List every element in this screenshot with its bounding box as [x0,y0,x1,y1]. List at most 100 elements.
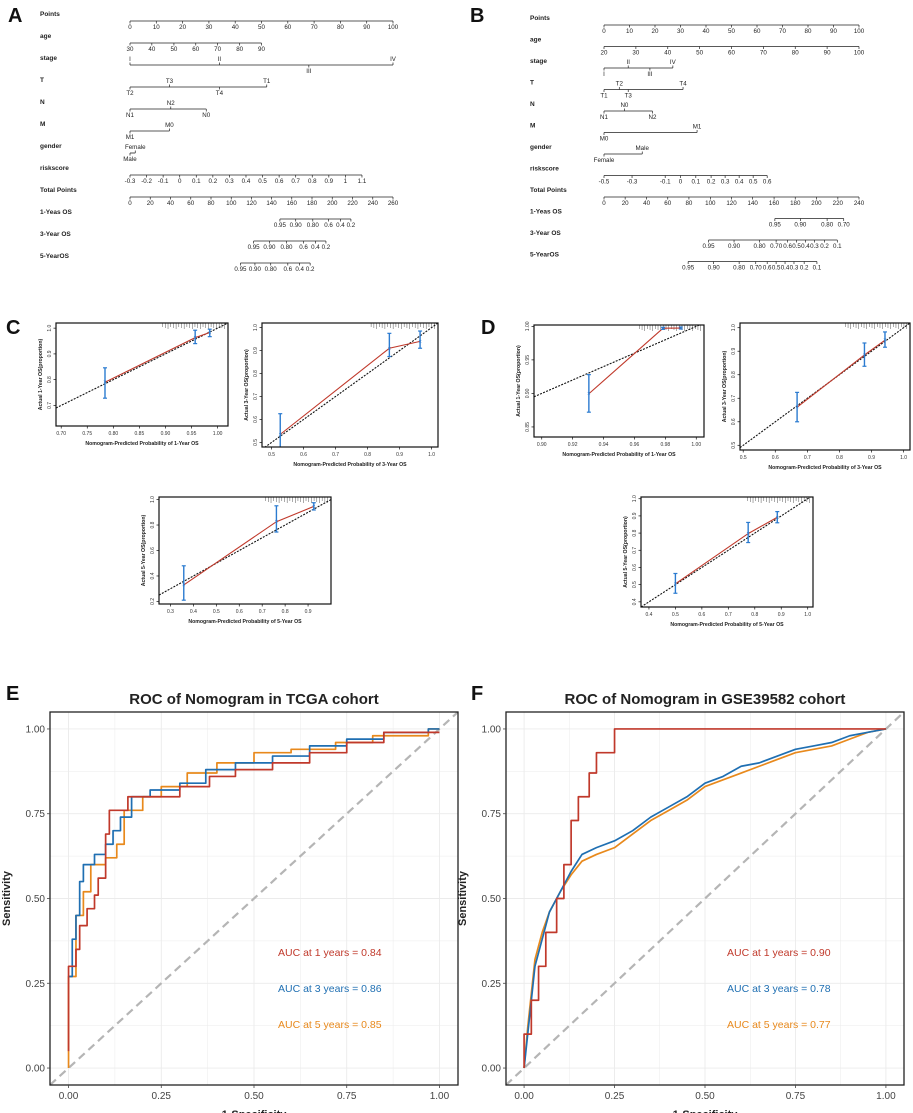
y-tick-label: 0.8 [150,521,156,528]
nomogram-row-label-m: M [530,123,535,130]
data-point-marker: × [275,520,279,526]
plot-frame [55,322,229,427]
nomogram-tick-label: T2 [616,81,624,88]
data-point-marker: × [795,405,799,411]
nomogram-row-label-stage: stage [40,55,57,62]
nomogram-tick-label: -0.5 [599,179,610,186]
calibration-plot-d1: × × × 0.90 0.92 0.94 0.96 0.98 1.00 0.85 0.90 0.95 1… [516,321,705,458]
nomogram-tick-label: M0 [600,136,609,143]
nomogram-tick-label: 0.6 [283,266,292,273]
nomogram-tick-label: 0.70 [838,222,851,229]
auc-annotation: AUC at 3 years = 0.86 [278,983,382,995]
nomogram-tick-label: 40 [167,200,174,207]
nomogram-tick-label: I [603,71,605,78]
x-axis-label: Nomogram-Predicted Probability of 3-Year… [293,462,407,468]
nomogram-tick-label: 30 [677,28,684,35]
nomogram-tick-label: 90 [363,24,370,31]
rug-marks [162,323,225,329]
x-tick-label: 1.00 [691,442,701,448]
nomogram-tick-label: 100 [388,24,399,31]
y-axis-label: Sensitivity [1,870,13,926]
nomogram-tick-label: M1 [693,124,702,131]
y-tick-label: 0.4 [150,572,156,579]
nomogram-tick-label: T2 [126,90,134,97]
nomogram-tick-label: 0.80 [307,222,320,229]
data-point-marker: × [182,583,186,589]
nomogram-tick-label: Female [594,157,615,164]
nomogram-tick-label: N0 [620,102,628,109]
nomogram-tick-label: N2 [648,114,656,121]
nomogram-tick-label: 100 [854,50,865,57]
nomogram-tick-label: Female [125,144,146,151]
nomogram-row-label-3-year-os: 3-Year OS [530,230,561,237]
nomogram-tick-label: 0.6 [324,222,333,229]
nomogram-row-label-points: Points [530,15,550,22]
auc-annotation: AUC at 5 years = 0.85 [278,1019,382,1031]
plot-area: × × × [740,323,910,449]
nomogram-row-label-1-yeas-os: 1-Yeas OS [530,209,562,216]
nomogram-tick-label: 240 [854,200,865,207]
x-tick-label: 0.9 [396,452,403,458]
roc-title: ROC of Nomogram in GSE39582 cohort [565,691,846,708]
y-tick-label: 0.85 [525,422,531,432]
nomogram-tick-label: 0.7 [291,178,300,185]
x-tick-label: 0.98 [660,442,670,448]
nomogram-tick-label: 0.6 [275,178,284,185]
nomogram-tick-label: 0.80 [265,266,278,273]
panel-label-b: B [470,5,484,27]
nomogram-tick-label: 180 [790,200,801,207]
plot-frame [533,324,705,438]
nomogram-tick-label: 260 [388,200,399,207]
roc-plot-e: ROC of Nomogram in TCGA cohort 0.00 0.25 0.… [1,691,459,1113]
nomogram-tick-label: 50 [728,28,735,35]
plot-area: × × × [159,497,331,601]
panel-label-c: C [6,317,20,339]
nomogram-tick-label: 0 [128,24,132,31]
panel-label-d: D [481,317,495,339]
nomogram-tick-label: 0.8 [308,178,317,185]
rug-marks [265,497,328,503]
data-point-marker: × [103,380,107,386]
nomogram-row-label-total-points: Total Points [40,187,77,194]
nomogram-tick-label: 0.80 [733,265,746,272]
x-tick-label: 0.7 [804,455,811,461]
nomogram-row-label-riskscore: riskscore [40,165,69,172]
nomogram-tick-label: I [129,56,131,63]
data-point-marker: × [863,353,867,359]
nomogram-row-label-1-yeas-os: 1-Yeas OS [40,209,72,216]
nomogram-tick-label: 160 [769,200,780,207]
x-tick-label: 0.7 [259,609,266,615]
y-tick-label: 0.7 [253,393,259,400]
x-tick-label: 0.5 [672,612,679,618]
roc-curve [67,731,440,1052]
nomogram-tick-label: 80 [208,200,215,207]
x-tick-label: 0.90 [161,431,171,437]
calibration-curve [588,327,681,395]
rug-marks [370,323,435,329]
y-tick-label: 1.0 [731,324,737,331]
x-tick-label: 0.7 [725,612,732,618]
x-tick-label: 0.6 [236,609,243,615]
x-axis-label: Nomogram-Predicted Probability of 1-Year… [85,441,199,447]
nomogram-row-label-stage: stage [530,58,547,65]
nomogram-tick-label: 70 [311,24,318,31]
x-tick-label: 1.0 [900,455,907,461]
y-tick-label: 0.5 [731,442,737,449]
y-tick-label: 1.0 [47,324,53,331]
nomogram-tick-label: 0.95 [274,222,287,229]
x-tick-label: 0.92 [568,442,578,448]
nomogram-tick-label: 1 [344,178,348,185]
x-tick-label: 0.50 [244,1091,264,1102]
y-axis-label: Actual 3-Year OS(proportion) [722,350,728,422]
nomogram-tick-label: II [626,59,630,66]
y-tick-label: 0.9 [632,512,638,519]
nomogram-row-label-t: T [40,77,44,84]
nomogram-tick-label: III [306,68,311,75]
y-tick-label: 0.00 [26,1064,46,1075]
data-point-marker: × [661,326,665,332]
nomogram-tick-label: 0.90 [728,243,741,250]
nomogram-tick-label: T3 [166,78,174,85]
nomogram-row-label-age: age [530,37,542,44]
data-point-marker: × [883,338,887,344]
